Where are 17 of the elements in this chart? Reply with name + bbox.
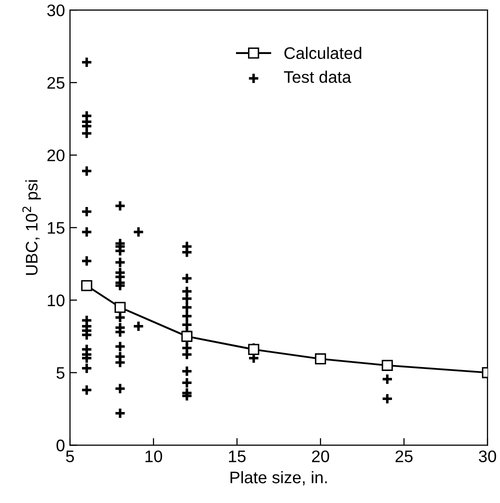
- x-tick-label: 5: [66, 450, 74, 462]
- y-tick-label: 20: [47, 149, 64, 162]
- x-tick-label: 25: [396, 450, 413, 462]
- y-tick-label: 25: [47, 76, 64, 89]
- x-axis-title: Plate size, in.: [230, 471, 327, 486]
- x-tick-label: 10: [146, 450, 162, 462]
- x-tick-label: 20: [312, 450, 330, 462]
- legend-label: Calculated: [284, 46, 362, 60]
- y-tick-label: 0: [56, 440, 64, 452]
- x-tick-label: 15: [229, 450, 246, 462]
- legend-label: Test data: [284, 70, 352, 83]
- y-tick-label: 5: [56, 367, 64, 379]
- y-tick-label: 10: [48, 294, 64, 306]
- y-tick-label: 30: [47, 4, 64, 16]
- x-tick-label: 30: [478, 450, 496, 462]
- y-axis-title: UBC, 10$^{2}$ psi: [22, 180, 41, 275]
- y-tick-label: 15: [48, 222, 64, 234]
